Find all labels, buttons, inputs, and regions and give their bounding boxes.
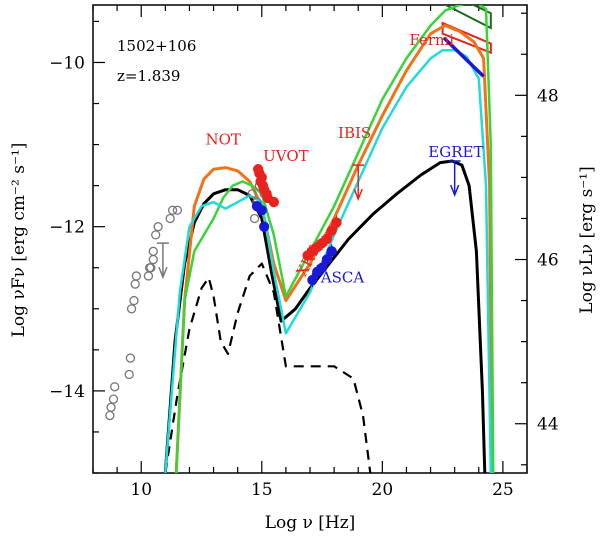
data-point-archival-radio-optical	[125, 353, 136, 363]
axis-tick-labels: 10 15 20 25 −14 −12 −10 44 46 48	[49, 53, 559, 500]
annotation-egret: EGRET	[428, 143, 483, 161]
data-point-archival-radio-optical	[172, 205, 183, 215]
data-point-archival-radio-optical	[148, 246, 158, 256]
series-line-fermi-spectrum-blue-	[442, 36, 485, 78]
series-line-fermi-high-orange-	[174, 24, 494, 473]
x-tick-label: 15	[251, 480, 273, 500]
data-point-archival-radio-optical	[143, 271, 154, 281]
axis-ticks	[92, 5, 528, 474]
data-point-not-uvot	[268, 196, 279, 208]
series-line-fermi-high-green-	[174, 5, 495, 473]
y-axis-title: Log νFν [erg cm⁻² s⁻¹]	[9, 143, 29, 338]
y2-tick-label: 46	[537, 251, 559, 271]
data-point-not-uvot	[256, 172, 267, 183]
upper-limit-arrow-radio-limit	[158, 266, 168, 280]
y-tick-label: −12	[49, 218, 85, 238]
y-tick-label: −14	[49, 382, 85, 402]
x-axis-title: Log ν [Hz]	[265, 513, 356, 533]
data-point-archival-radio-optical	[108, 394, 119, 404]
annotation-asca: ASCA	[320, 269, 365, 287]
annotation-not: NOT	[205, 131, 240, 149]
data-point-archival-radio-optical	[105, 410, 115, 421]
data-point-archival-radio-optical	[165, 213, 175, 224]
data-point-archival-radio-optical	[129, 295, 139, 306]
upper-limit-arrow-egret	[449, 184, 460, 198]
x-tick-label: 10	[130, 480, 152, 500]
bowtie-fermi-dark-green	[443, 5, 492, 30]
data-point-archival-radio-optical	[110, 382, 120, 392]
x-tick-label: 25	[492, 480, 514, 500]
source-name: 1502+106	[117, 37, 196, 55]
x-tick-label: 20	[372, 480, 394, 500]
y2-tick-label: 48	[537, 86, 559, 106]
data-point-archival-radio-optical	[124, 369, 134, 380]
annotation-ibis: IBIS	[338, 124, 371, 142]
y2-axis-title: Log νLν [erg s⁻¹]	[577, 166, 597, 313]
model-curves	[163, 5, 495, 473]
data-point-archival-radio-optical	[249, 213, 260, 224]
data-point-archival-radio-optical	[131, 271, 142, 281]
data-point-archival-radio-optical	[130, 279, 140, 289]
series-line-synchrotron-dashed	[164, 262, 372, 473]
data-point-low-state-optical	[256, 205, 267, 216]
data-point-archival-radio-optical	[151, 230, 161, 240]
annotation-uvot: UVOT	[263, 147, 309, 165]
data-points	[105, 160, 461, 421]
data-point-archival-radio-optical	[148, 254, 158, 265]
data-point-low-state-optical	[259, 221, 270, 232]
upper-limit-arrow-ibis	[353, 188, 363, 202]
data-point-archival-radio-optical	[153, 222, 163, 232]
data-point-archival-radio-optical	[106, 402, 116, 412]
series-line-fermi-black-	[163, 159, 487, 473]
data-point-archival-radio-optical	[126, 304, 137, 314]
redshift-label: z=1.839	[117, 67, 180, 85]
data-point-archival-radio-optical	[146, 263, 156, 273]
y-tick-label: −10	[49, 53, 85, 73]
data-point-archival-radio-optical	[167, 205, 178, 215]
data-point-archival-radio-optical	[247, 189, 257, 199]
y2-tick-label: 44	[537, 415, 559, 435]
annotation-fermi: Fermi	[409, 31, 454, 49]
